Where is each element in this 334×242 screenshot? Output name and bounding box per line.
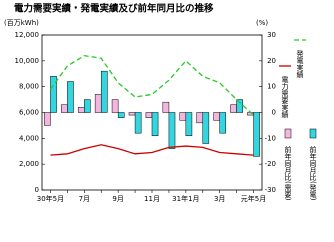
- bar: [213, 112, 220, 121]
- y-tick-label: 12,000: [15, 31, 40, 39]
- y-tick-label: 4,000: [19, 134, 39, 142]
- bar: [145, 112, 153, 118]
- legend-label: 前年同月比(需要): [284, 145, 292, 201]
- y-axis-label: (百万kWh): [4, 19, 39, 27]
- bar: [44, 112, 51, 126]
- bar: [84, 99, 91, 113]
- bar: [230, 104, 237, 113]
- y2-tick-label: -30: [265, 186, 276, 194]
- y2-tick-label: 20: [267, 57, 276, 65]
- bar: [202, 112, 210, 144]
- legend-swatch: [284, 128, 292, 139]
- bar: [100, 70, 108, 113]
- y2-axis-label: (%): [256, 19, 268, 27]
- bar: [67, 81, 74, 113]
- bar: [219, 112, 227, 134]
- legend-label: 発電実績: [296, 49, 304, 79]
- legend-swatch: [309, 128, 317, 139]
- bar: [185, 112, 193, 136]
- y-tick-label: 0: [35, 186, 39, 194]
- bar: [179, 112, 187, 121]
- y2-tick-label: 0: [272, 109, 276, 117]
- y-tick-label: 8,000: [19, 83, 39, 91]
- bar: [168, 112, 176, 149]
- bar: [117, 112, 125, 118]
- line: [50, 144, 254, 156]
- bar: [94, 94, 102, 113]
- x-tick-label: 3月: [214, 195, 225, 203]
- bar: [151, 112, 159, 136]
- bar: [61, 104, 68, 113]
- bar: [77, 107, 85, 113]
- y2-tick-label: -10: [265, 134, 276, 142]
- legend-label: 前年同月比(発電): [309, 145, 317, 201]
- bar: [253, 112, 260, 157]
- legend-label: 電力需要実績: [281, 76, 289, 119]
- x-tick-label: 11月: [144, 195, 160, 203]
- y2-tick-label: 10: [267, 83, 276, 91]
- bar: [134, 112, 142, 134]
- y2-tick-label: -20: [265, 160, 276, 168]
- y-tick-label: 6,000: [19, 109, 39, 117]
- y-tick-label: 2,000: [19, 160, 39, 168]
- line: [49, 54, 254, 116]
- bar: [196, 112, 204, 124]
- x-tick-label: 7月: [79, 195, 90, 203]
- y2-tick-label: 30: [267, 31, 276, 39]
- bar: [162, 101, 170, 113]
- bar: [128, 112, 136, 116]
- x-tick-label: 31年1月: [172, 194, 199, 203]
- bar: [111, 99, 119, 113]
- y-tick-label: 10,000: [15, 57, 40, 65]
- x-tick-label: 30年5月: [37, 194, 64, 203]
- x-tick-label: 元年5月: [241, 194, 266, 203]
- chart-title: 電力需要実績・発電実績及び前年同月比の推移: [14, 3, 214, 15]
- x-tick-label: 9月: [112, 195, 123, 203]
- bar: [50, 76, 57, 113]
